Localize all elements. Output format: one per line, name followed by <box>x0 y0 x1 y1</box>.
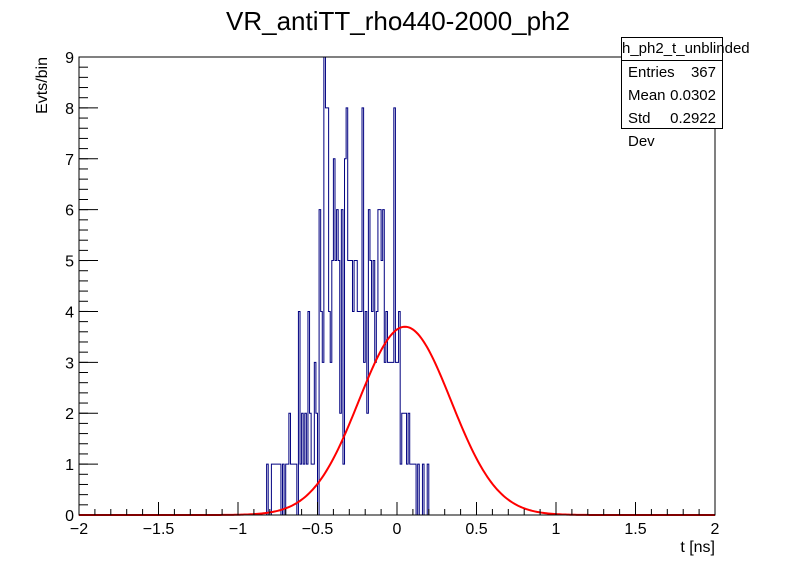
x-tick-label: 1.5 <box>624 521 646 538</box>
histogram-layer <box>79 56 715 516</box>
stats-value: 367 <box>690 64 716 81</box>
x-axis-label: t [ns] <box>680 539 715 556</box>
x-tick-label: −0.5 <box>302 521 334 538</box>
x-tick-label: −1.5 <box>143 521 175 538</box>
stats-row-entries: Entries 367 <box>622 61 722 84</box>
y-tick-label: 5 <box>65 254 74 271</box>
axes-layer: −2 −1.5 −1 −0.5 0 0.5 1 1.5 2 0 1 2 3 4 5 6 7 8 9 <box>65 50 719 538</box>
x-tick-label: 0.5 <box>465 521 487 538</box>
y-axis-label: Evts/bin <box>34 57 51 114</box>
y-tick-label: 7 <box>65 152 74 169</box>
x-tick-label: −1 <box>229 521 247 538</box>
chart-title: VR_antiTT_rho440-2000_ph2 <box>226 6 570 36</box>
stats-label: Entries <box>628 64 675 81</box>
x-tick-label: 0 <box>393 521 402 538</box>
stats-label: Std Dev <box>628 110 655 150</box>
plot-frame <box>78 56 716 516</box>
y-tick-label: 6 <box>65 203 74 220</box>
stats-row-stddev: Std Dev 0.2922 <box>622 107 722 150</box>
y-tick-label: 9 <box>65 50 74 67</box>
fit-layer <box>79 325 715 516</box>
y-tick-label: 8 <box>65 101 74 118</box>
x-tick-label: 2 <box>711 521 720 538</box>
y-tick-label: 0 <box>65 508 74 525</box>
y-tick-label: 4 <box>65 304 74 321</box>
stats-label: Mean <box>628 87 666 104</box>
stats-box: h_ph2_t_unblinded Entries 367 Mean 0.030… <box>621 37 750 150</box>
stats-value: 0.2922 <box>670 110 716 127</box>
y-tick-label: 1 <box>65 457 74 474</box>
stats-box-title: h_ph2_t_unblinded <box>622 38 750 61</box>
stats-value: 0.0302 <box>670 87 716 104</box>
histogram-series <box>79 56 715 516</box>
x-tick-label: −2 <box>70 521 88 538</box>
stats-row-mean: Mean 0.0302 <box>622 84 722 107</box>
gaussian-fit-curve <box>79 325 715 516</box>
y-tick-label: 2 <box>65 406 74 423</box>
x-tick-label: 1 <box>552 521 561 538</box>
y-tick-label: 3 <box>65 355 74 372</box>
